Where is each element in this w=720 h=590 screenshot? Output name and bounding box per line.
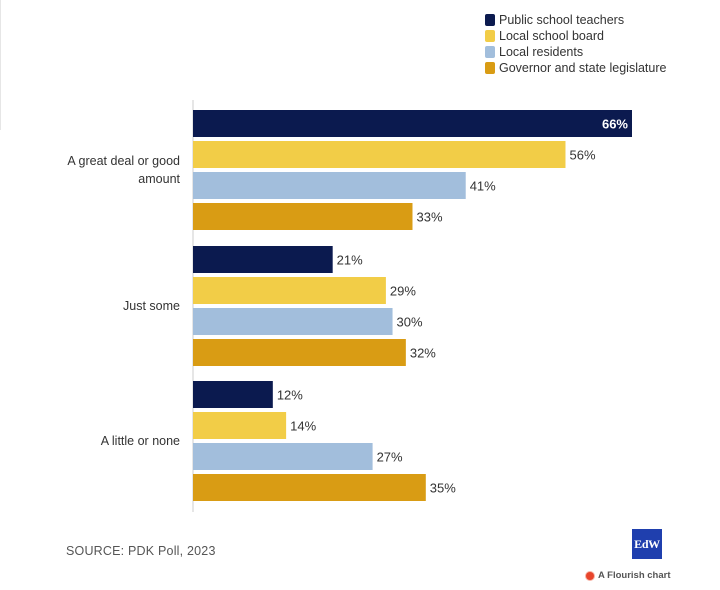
legend-swatch-school-board bbox=[485, 30, 495, 42]
category-label-a-little-or-none: A little or none bbox=[101, 434, 180, 448]
value-label-governor-and-state-legislature-a-great-deal-or-good-amount: 33% bbox=[417, 210, 443, 225]
value-label-public-school-teachers-a-great-deal-or-good-amount: 66% bbox=[602, 117, 628, 132]
legend-item-teachers[interactable]: Public school teachers bbox=[485, 12, 666, 28]
flourish-credit[interactable]: A Flourish chart bbox=[586, 570, 671, 581]
category-label-a-great-deal-or-good-amount: A great deal or good amount bbox=[67, 154, 180, 186]
value-label-local-school-board-just-some: 29% bbox=[390, 284, 416, 299]
legend-item-governor[interactable]: Governor and state legislature bbox=[485, 60, 666, 76]
legend-label-school-board: Local school board bbox=[499, 29, 604, 43]
bar-local-school-board-a-little-or-none[interactable] bbox=[193, 412, 287, 439]
chart-legend: Public school teachers Local school boar… bbox=[485, 12, 666, 76]
legend-item-residents[interactable]: Local residents bbox=[485, 44, 666, 60]
bar-local-residents-a-great-deal-or-good-amount[interactable] bbox=[193, 172, 466, 199]
legend-swatch-governor bbox=[485, 62, 495, 74]
legend-swatch-residents bbox=[485, 46, 495, 58]
value-label-public-school-teachers-a-little-or-none: 12% bbox=[277, 388, 303, 403]
bar-public-school-teachers-a-little-or-none[interactable] bbox=[193, 381, 273, 408]
bar-local-residents-a-little-or-none[interactable] bbox=[193, 443, 373, 470]
edweek-logo[interactable]: EdW bbox=[632, 529, 662, 559]
source-note: SOURCE: PDK Poll, 2023 bbox=[66, 544, 216, 558]
value-label-local-residents-a-little-or-none: 27% bbox=[377, 450, 403, 465]
value-label-local-school-board-a-little-or-none: 14% bbox=[290, 419, 316, 434]
bar-governor-and-state-legislature-a-little-or-none[interactable] bbox=[193, 474, 426, 501]
legend-item-school-board[interactable]: Local school board bbox=[485, 28, 666, 44]
value-label-local-residents-a-great-deal-or-good-amount: 41% bbox=[470, 179, 496, 194]
value-label-governor-and-state-legislature-just-some: 32% bbox=[410, 346, 436, 361]
value-label-local-school-board-a-great-deal-or-good-amount: 56% bbox=[569, 148, 595, 163]
legend-label-teachers: Public school teachers bbox=[499, 13, 625, 27]
bar-governor-and-state-legislature-just-some[interactable] bbox=[193, 339, 406, 366]
bar-local-residents-just-some[interactable] bbox=[193, 308, 393, 335]
legend-swatch-teachers bbox=[485, 14, 495, 26]
flourish-icon bbox=[586, 571, 594, 580]
legend-label-residents: Local residents bbox=[499, 45, 584, 59]
legend-label-governor: Governor and state legislature bbox=[499, 61, 667, 75]
value-label-governor-and-state-legislature-a-little-or-none: 35% bbox=[430, 481, 456, 496]
bar-local-school-board-just-some[interactable] bbox=[193, 277, 386, 304]
bar-local-school-board-a-great-deal-or-good-amount[interactable] bbox=[193, 141, 566, 168]
value-label-local-residents-just-some: 30% bbox=[397, 315, 423, 330]
bar-public-school-teachers-a-great-deal-or-good-amount[interactable] bbox=[193, 110, 632, 137]
value-label-public-school-teachers-just-some: 21% bbox=[337, 253, 363, 268]
left-edge-divider bbox=[0, 0, 1, 130]
category-label-just-some: Just some bbox=[123, 299, 180, 313]
flourish-credit-text: A Flourish chart bbox=[598, 570, 671, 581]
bar-governor-and-state-legislature-a-great-deal-or-good-amount[interactable] bbox=[193, 203, 413, 230]
bar-public-school-teachers-just-some[interactable] bbox=[193, 246, 333, 273]
